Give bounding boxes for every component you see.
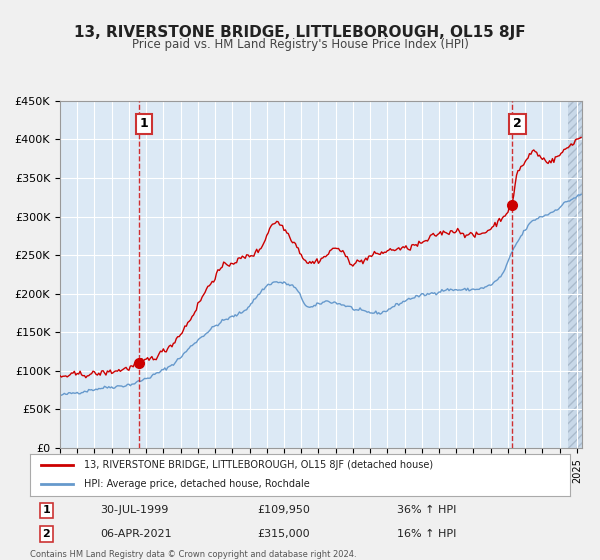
Text: 2: 2 (513, 118, 522, 130)
Text: 06-APR-2021: 06-APR-2021 (100, 529, 172, 539)
Text: Contains HM Land Registry data © Crown copyright and database right 2024.
This d: Contains HM Land Registry data © Crown c… (30, 550, 356, 560)
Text: 1: 1 (43, 505, 50, 515)
Text: Price paid vs. HM Land Registry's House Price Index (HPI): Price paid vs. HM Land Registry's House … (131, 38, 469, 51)
Text: 16% ↑ HPI: 16% ↑ HPI (397, 529, 457, 539)
Text: HPI: Average price, detached house, Rochdale: HPI: Average price, detached house, Roch… (84, 479, 310, 489)
Text: 13, RIVERSTONE BRIDGE, LITTLEBOROUGH, OL15 8JF: 13, RIVERSTONE BRIDGE, LITTLEBOROUGH, OL… (74, 25, 526, 40)
Text: 2: 2 (43, 529, 50, 539)
Text: 13, RIVERSTONE BRIDGE, LITTLEBOROUGH, OL15 8JF (detached house): 13, RIVERSTONE BRIDGE, LITTLEBOROUGH, OL… (84, 460, 433, 470)
Text: 1: 1 (140, 118, 148, 130)
Text: 36% ↑ HPI: 36% ↑ HPI (397, 505, 457, 515)
Text: 30-JUL-1999: 30-JUL-1999 (100, 505, 169, 515)
Text: £315,000: £315,000 (257, 529, 310, 539)
Text: £109,950: £109,950 (257, 505, 310, 515)
